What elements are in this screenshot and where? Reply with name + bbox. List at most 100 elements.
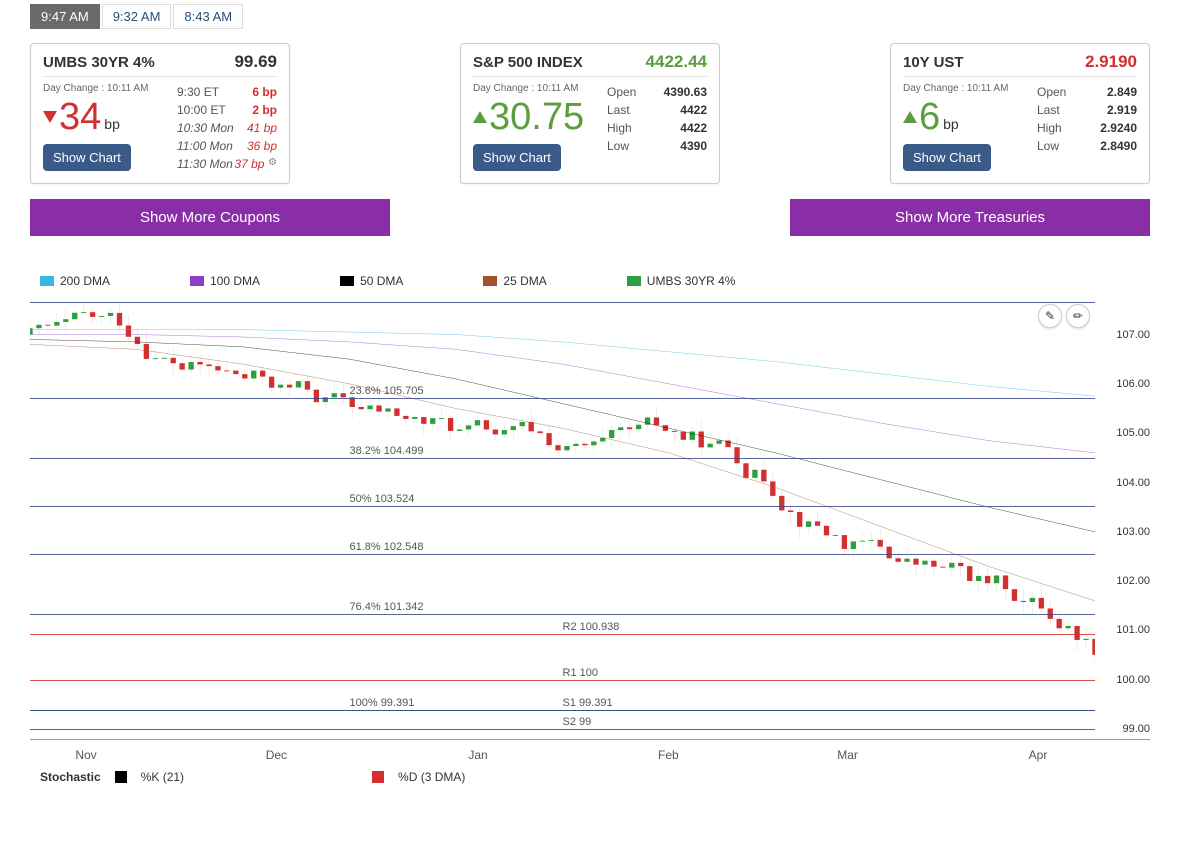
level-label: 50% 103.524 <box>350 493 415 506</box>
detail-value: 41 bp <box>247 121 277 135</box>
chart-plot[interactable]: 0% 107.656 23.6% 105.705 38.2% 104.499 50% … <box>30 300 1095 739</box>
show-more-treasuries-button[interactable]: Show More Treasuries <box>790 199 1150 236</box>
x-tick-label: Mar <box>837 748 858 762</box>
legend-label: 50 DMA <box>360 274 403 288</box>
level-label: 0% 107.656 <box>371 300 430 302</box>
time-tab-2[interactable]: 8:43 AM <box>173 4 243 29</box>
gear-icon[interactable]: ⚙ <box>268 157 277 171</box>
arrow-up-icon <box>473 111 487 123</box>
detail-label: Low <box>1037 139 1059 153</box>
stoch-k-label: %K (21) <box>141 770 184 784</box>
detail-label: Open <box>1037 85 1066 99</box>
legend-item[interactable]: UMBS 30YR 4% <box>627 274 736 288</box>
level-line <box>30 710 1095 711</box>
detail-value: 4390.63 <box>664 85 707 99</box>
level-line <box>30 554 1095 555</box>
ust-unit: bp <box>943 116 959 132</box>
stoch-k-swatch <box>115 771 127 783</box>
legend-swatch <box>340 276 354 286</box>
chart-y-axis: 99.00100.00101.00102.00103.00104.00105.0… <box>1100 300 1150 739</box>
level-label: R1 100 <box>563 667 598 680</box>
umbs-rows: 9:30 ET6 bp10:00 ET2 bp10:30 Mon41 bp11:… <box>177 83 277 173</box>
stochastic-title: Stochastic <box>40 770 101 784</box>
level-label: R2 100.938 <box>563 621 620 634</box>
level-line <box>30 729 1095 730</box>
ust-title: 10Y UST <box>903 54 964 71</box>
x-tick-label: Jan <box>468 748 487 762</box>
umbs-unit: bp <box>104 116 120 132</box>
eraser-tool-icon[interactable]: ✏ <box>1066 304 1090 328</box>
stoch-d-swatch <box>372 771 384 783</box>
legend-label: UMBS 30YR 4% <box>647 274 736 288</box>
detail-value: 36 bp <box>247 139 277 153</box>
card-ust: 10Y UST 2.9190 Day Change : 10:11 AM 6 b… <box>890 43 1150 184</box>
detail-value: 6 bp <box>252 85 277 99</box>
detail-value: 4390 <box>680 139 707 153</box>
y-tick-label: 105.00 <box>1116 427 1150 439</box>
y-tick-label: 100.00 <box>1116 674 1150 686</box>
level-line <box>30 634 1095 635</box>
y-tick-label: 103.00 <box>1116 526 1150 538</box>
level-line <box>30 458 1095 459</box>
level-label: 38.2% 104.499 <box>350 445 424 458</box>
legend-item[interactable]: 50 DMA <box>340 274 403 288</box>
umbs-daychange-label: Day Change : 10:11 AM <box>43 83 167 94</box>
y-tick-label: 104.00 <box>1116 477 1150 489</box>
level-label: 100% 99.391 <box>350 697 415 710</box>
sp500-rows: Open4390.63Last4422High4422Low4390 <box>607 83 707 171</box>
x-tick-label: Nov <box>75 748 96 762</box>
legend-item[interactable]: 25 DMA <box>483 274 546 288</box>
detail-label: High <box>607 121 632 135</box>
cards-row: UMBS 30YR 4% 99.69 Day Change : 10:11 AM… <box>0 33 1180 199</box>
detail-label: Last <box>607 103 630 117</box>
chart-area[interactable]: ✎ ✏ 0% 107.656 23.6% 105.705 38.2% 104.499… <box>30 300 1150 740</box>
level-line <box>30 614 1095 615</box>
legend-label: 25 DMA <box>503 274 546 288</box>
detail-label: Open <box>607 85 636 99</box>
legend-item[interactable]: 200 DMA <box>40 274 110 288</box>
detail-label: 11:30 Mon <box>177 157 233 171</box>
ust-show-chart-button[interactable]: Show Chart <box>903 144 991 171</box>
y-tick-label: 107.00 <box>1116 329 1150 341</box>
ust-price: 2.9190 <box>1085 52 1137 72</box>
detail-label: 11:00 Mon <box>177 139 233 153</box>
chart-legend: 200 DMA 100 DMA 50 DMA 25 DMA UMBS 30YR 4% <box>30 266 1150 300</box>
detail-label: 10:00 ET <box>177 103 226 117</box>
legend-item[interactable]: 100 DMA <box>190 274 260 288</box>
level-line <box>30 398 1095 399</box>
arrow-up-icon <box>903 111 917 123</box>
detail-label: High <box>1037 121 1062 135</box>
time-tab-0[interactable]: 9:47 AM <box>30 4 100 29</box>
detail-value: 37 bp <box>234 157 264 171</box>
y-tick-label: 102.00 <box>1116 575 1150 587</box>
level-label: S2 99 <box>563 716 592 729</box>
legend-label: 200 DMA <box>60 274 110 288</box>
umbs-big-value: 34 <box>59 98 101 136</box>
time-tab-1[interactable]: 9:32 AM <box>102 4 172 29</box>
show-more-coupons-button[interactable]: Show More Coupons <box>30 199 390 236</box>
time-tabs: 9:47 AM 9:32 AM 8:43 AM <box>0 0 1180 33</box>
legend-swatch <box>190 276 204 286</box>
pencil-tool-icon[interactable]: ✎ <box>1038 304 1062 328</box>
chart-x-axis: Nov Dec Jan Feb Mar Apr <box>30 740 1150 760</box>
level-line <box>30 680 1095 681</box>
y-tick-label: 101.00 <box>1116 624 1150 636</box>
umbs-title: UMBS 30YR 4% <box>43 54 155 71</box>
umbs-show-chart-button[interactable]: Show Chart <box>43 144 131 171</box>
stochastic-legend: Stochastic %K (21) %D (3 DMA) <box>30 760 1150 784</box>
arrow-down-icon <box>43 111 57 123</box>
x-tick-label: Apr <box>1029 748 1048 762</box>
x-tick-label: Feb <box>658 748 679 762</box>
legend-swatch <box>627 276 641 286</box>
level-label: S1 99.391 <box>563 697 613 710</box>
sp500-show-chart-button[interactable]: Show Chart <box>473 144 561 171</box>
stoch-d-label: %D (3 DMA) <box>398 770 465 784</box>
card-sp500: S&P 500 INDEX 4422.44 Day Change : 10:11… <box>460 43 720 184</box>
legend-swatch <box>483 276 497 286</box>
detail-value: 2.8490 <box>1100 139 1137 153</box>
level-label: 23.6% 105.705 <box>350 385 424 398</box>
detail-value: 4422 <box>680 121 707 135</box>
ust-rows: Open2.849Last2.919High2.9240Low2.8490 <box>1037 83 1137 171</box>
ust-daychange-label: Day Change : 10:11 AM <box>903 83 1027 94</box>
x-tick-label: Dec <box>266 748 287 762</box>
